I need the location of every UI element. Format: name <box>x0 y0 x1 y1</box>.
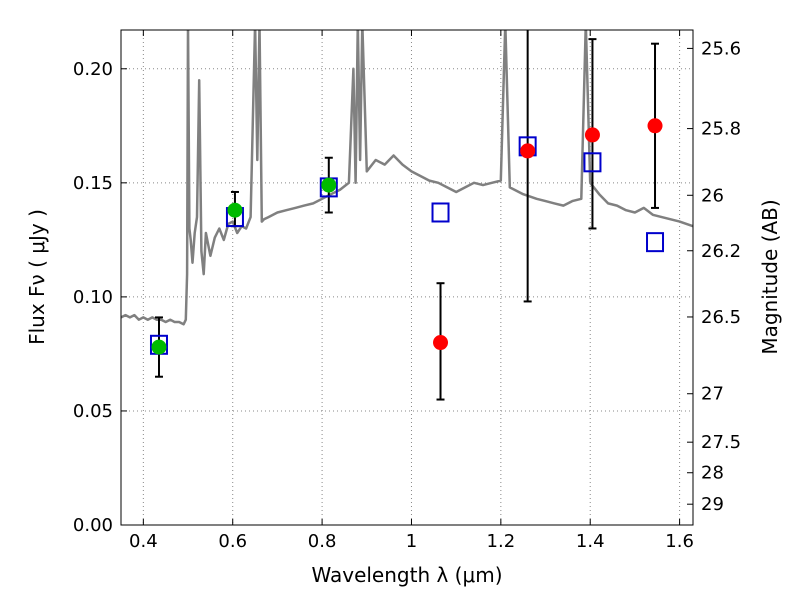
axis-ticks: 0.4 0.6 0.8 1 1.2 1.4 1.6 0.00 0.05 0.10 0.15 0.20 2… <box>73 30 741 552</box>
low-significance-point <box>647 118 663 134</box>
x-tick-label: 0.4 <box>129 531 158 552</box>
x-tick-label: 0.8 <box>308 531 337 552</box>
model-flux-square <box>646 232 665 253</box>
x-tick-label: 1 <box>406 531 417 552</box>
x-tick-label: 1.4 <box>576 531 605 552</box>
low-significance-point <box>584 127 600 143</box>
model-flux-squares <box>149 136 665 355</box>
y-tick-label: 0.10 <box>73 287 113 308</box>
x-tick-label: 0.6 <box>218 531 247 552</box>
model-sed-layer <box>121 30 693 326</box>
mag-tick-label: 27 <box>701 384 724 405</box>
x-tick-label: 1.6 <box>665 531 694 552</box>
y-tick-label: 0.05 <box>73 401 113 422</box>
mag-tick-label: 26 <box>701 185 724 206</box>
mag-tick-label: 27.5 <box>701 432 741 453</box>
mag-tick-label: 29 <box>701 494 724 515</box>
mag-tick-label: 28 <box>701 463 724 484</box>
detection-point <box>151 339 167 355</box>
mag-tick-label: 25.8 <box>701 119 741 140</box>
measured-flux-dots <box>151 118 663 355</box>
y-axis-title: Flux Fν ( μJy ) <box>25 209 49 345</box>
low-significance-point <box>520 143 536 159</box>
model-sed-line <box>121 30 693 326</box>
y-tick-label: 0.00 <box>73 515 113 536</box>
detection-point <box>227 202 243 218</box>
y-tick-label: 0.20 <box>73 59 113 80</box>
model-flux-square <box>583 152 602 173</box>
mag-tick-label: 26.2 <box>701 241 741 262</box>
y-tick-label: 0.15 <box>73 173 113 194</box>
mag-tick-label: 26.5 <box>701 307 741 328</box>
model-flux-square <box>431 202 450 223</box>
grid <box>121 30 693 526</box>
mag-tick-label: 25.6 <box>701 38 741 59</box>
y-axis-right-title: Magnitude (AB) <box>758 199 782 354</box>
detection-point <box>321 177 337 193</box>
x-tick-label: 1.2 <box>487 531 516 552</box>
x-axis-title: Wavelength λ (μm) <box>311 563 502 587</box>
plot-frame <box>120 29 694 526</box>
low-significance-point <box>433 335 449 351</box>
